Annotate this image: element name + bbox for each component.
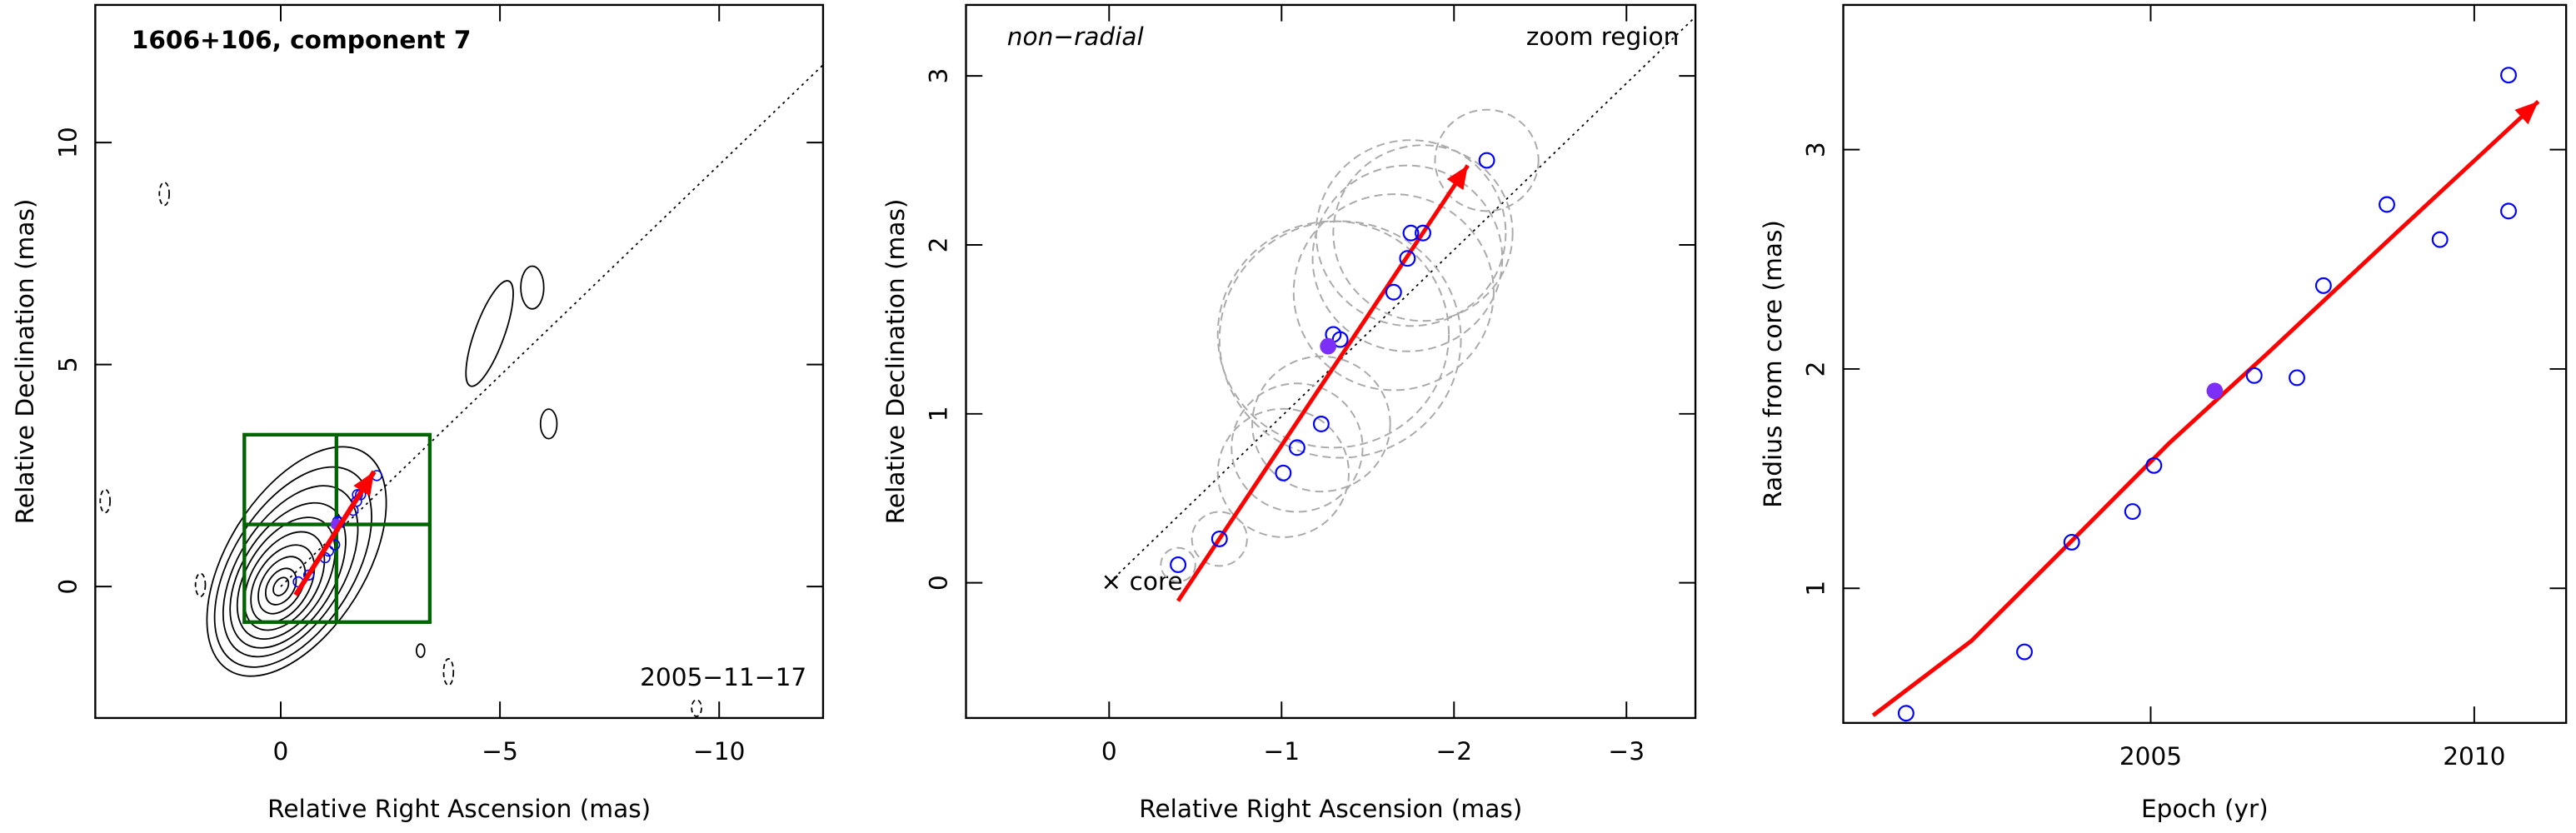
annotation: zoom region [1526, 22, 1679, 51]
data-point [2500, 67, 2517, 84]
fit-curve-head [2514, 101, 2539, 125]
error-circle [1231, 382, 1364, 513]
data-point [1478, 152, 1495, 169]
y-tick-label: 3 [924, 68, 952, 84]
motion-arrow [1176, 164, 1470, 602]
dotted-line [280, 64, 824, 587]
x-tick-label: −3 [1608, 737, 1645, 766]
contour [243, 531, 326, 631]
contour [99, 488, 112, 514]
error-circle [1332, 144, 1514, 322]
y-axis-label: Relative Declination (mas) [881, 199, 910, 525]
axes-frame [1842, 3, 2568, 725]
motion-arrow-head [353, 471, 375, 496]
y-tick-label: 2 [924, 237, 952, 253]
data-point [1399, 250, 1416, 267]
title: 1606+106, component 7 [132, 26, 472, 54]
error-circle [1218, 220, 1462, 459]
filled-point [1320, 337, 1337, 355]
contour [520, 265, 545, 310]
data-point [1897, 705, 1915, 722]
annotation: non−radial [1007, 22, 1145, 51]
data-point [1331, 331, 1349, 348]
x-tick-label: 2005 [2119, 742, 2182, 771]
contour [158, 182, 170, 207]
contour [415, 643, 426, 658]
data-point [1288, 439, 1305, 456]
data-point [1170, 556, 1187, 573]
error-circle [1315, 139, 1507, 327]
x-tick-label: −2 [1435, 737, 1472, 766]
contour [272, 576, 290, 596]
y-tick-label: 3 [1801, 142, 1830, 157]
data-point [2289, 369, 2305, 387]
filled-point [2206, 382, 2224, 400]
x-tick-label: −10 [693, 737, 745, 766]
x-axis-label: Relative Right Ascension (mas) [267, 795, 651, 823]
contour [465, 280, 514, 387]
data-point [1385, 283, 1402, 301]
contour [236, 516, 337, 641]
error-circle [1191, 511, 1248, 567]
data-point [1275, 464, 1292, 481]
x-axis-label: Epoch (yr) [2141, 795, 2269, 823]
data-point [2016, 643, 2033, 661]
axes-frame [965, 3, 1697, 720]
data-point [2379, 196, 2395, 213]
data-point [1402, 224, 1420, 242]
y-tick-label: 0 [53, 579, 82, 595]
contour [213, 466, 372, 668]
data-point [2245, 367, 2263, 384]
error-circle [1251, 355, 1391, 493]
contour [539, 408, 558, 440]
data-point [2500, 202, 2517, 220]
annotation: 2005−11−17 [640, 663, 806, 691]
data-point [2124, 503, 2141, 521]
contour [250, 544, 316, 624]
data-point [2431, 231, 2449, 248]
motion-arrow-head [1446, 165, 1468, 191]
y-tick-label: 1 [1801, 581, 1830, 596]
contour [442, 658, 455, 686]
y-axis-label: Radius from core (mas) [1759, 220, 1787, 508]
error-circle [1434, 108, 1540, 212]
x-tick-label: −5 [482, 737, 518, 766]
data-point [2314, 277, 2332, 294]
error-circle [1292, 193, 1495, 392]
y-tick-label: 1 [924, 406, 952, 421]
error-circle [1216, 407, 1350, 538]
contour [691, 699, 702, 717]
data-point [1211, 530, 1228, 547]
contour [194, 572, 207, 597]
axes-frame [94, 3, 825, 720]
x-tick-label: −1 [1263, 737, 1300, 766]
error-circle [1216, 220, 1450, 449]
error-circle [1311, 164, 1504, 352]
x-tick-label: 0 [1101, 737, 1117, 766]
error-circle [1160, 546, 1196, 583]
y-axis-label: Relative Declination (mas) [11, 199, 39, 525]
contour [206, 446, 387, 677]
contours [206, 446, 387, 677]
data-point [2145, 456, 2163, 474]
y-tick-label: 0 [924, 575, 952, 591]
fit-curve [1871, 99, 2540, 717]
data-point [1312, 416, 1330, 432]
y-tick-label: 2 [1801, 362, 1830, 377]
core-label: × core [1101, 567, 1182, 596]
x-axis-label: Relative Right Ascension (mas) [1139, 795, 1522, 823]
data-point [1415, 224, 1431, 242]
contour [229, 501, 347, 649]
x-tick-label: 2010 [2443, 742, 2505, 771]
dotted-line [1108, 16, 1696, 584]
data-point [2063, 533, 2080, 551]
motion-arrow [293, 470, 377, 596]
contour [264, 567, 297, 606]
y-tick-label: 5 [53, 357, 82, 372]
y-tick-label: 10 [53, 127, 82, 158]
x-tick-label: 0 [273, 737, 289, 766]
